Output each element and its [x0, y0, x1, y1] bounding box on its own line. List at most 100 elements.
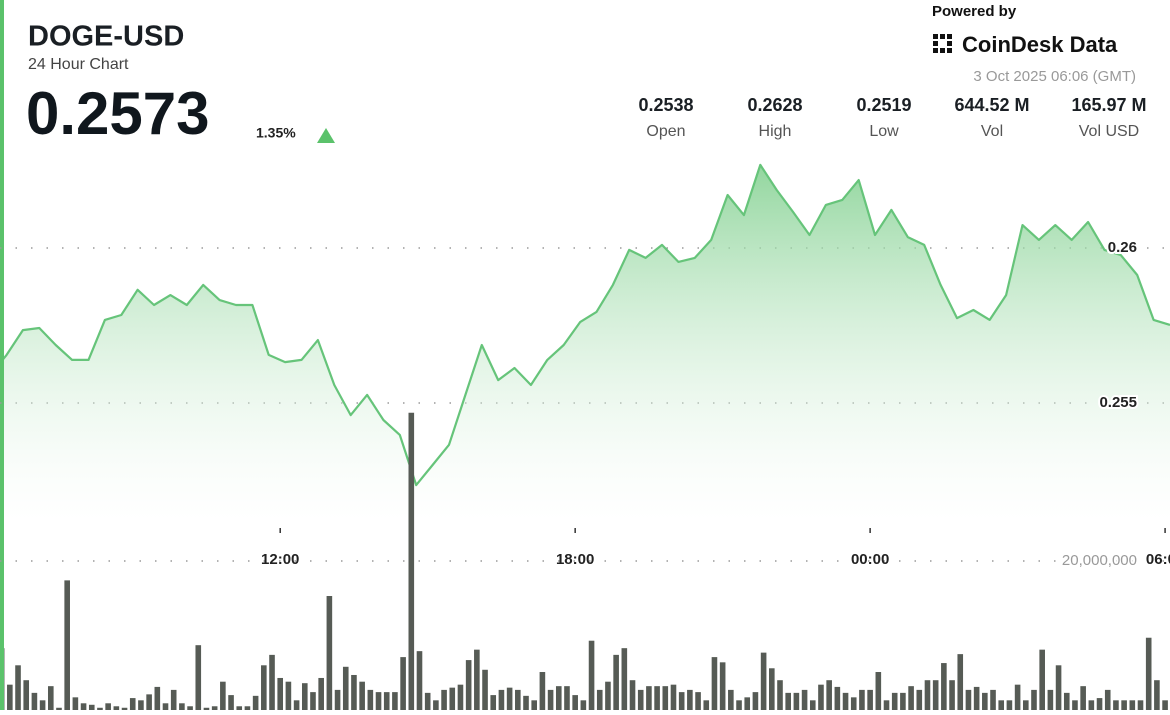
volume-bar: [941, 663, 947, 710]
volume-bar: [506, 687, 513, 710]
volume-bar: [1104, 689, 1111, 710]
change: 1.35%: [256, 125, 296, 141]
volume-bar: [220, 681, 226, 710]
volume-bar: [703, 700, 710, 710]
up-arrow: [317, 128, 335, 143]
logo: [933, 34, 952, 53]
volume-bar: [228, 695, 234, 710]
volume-bar: [47, 686, 54, 710]
volume-bar: [56, 707, 62, 710]
volume-bar: [678, 692, 685, 710]
volume-bar: [72, 697, 79, 710]
volume-bar: [334, 689, 341, 710]
volume-bar: [1014, 684, 1021, 710]
volume-bar: [695, 692, 701, 710]
edge-bar: [0, 0, 4, 710]
volume-bar: [408, 412, 415, 710]
volume-bar: [769, 668, 775, 710]
volume-bar: [457, 684, 464, 710]
volume-bar: [539, 672, 546, 710]
volume-bar: [719, 662, 726, 710]
volume-bar: [818, 684, 824, 710]
volume-bar: [850, 697, 857, 710]
volume-bar: [1088, 700, 1095, 710]
volume-bar: [613, 654, 619, 710]
volume-bar: [105, 703, 111, 710]
stat-value: 0.2519: [856, 95, 911, 115]
volume-bar: [1137, 700, 1144, 710]
volume-bar: [1121, 700, 1127, 710]
volume-bar: [973, 686, 980, 710]
volume-bar: [875, 672, 882, 710]
powered-by: Powered by: [932, 3, 1017, 20]
volume-bar: [236, 706, 243, 710]
x-tick-label: 18:00: [556, 551, 594, 568]
y-tick-label: 20,000,000: [1062, 552, 1137, 569]
volume-bar: [809, 700, 816, 710]
stat-label: Vol: [981, 123, 1003, 140]
volume-bar: [162, 703, 169, 710]
volume-bar: [1080, 686, 1086, 710]
volume-bar: [367, 689, 374, 710]
volume-bar: [4, 648, 5, 710]
volume-bar: [392, 692, 398, 710]
volume-bar: [531, 700, 538, 710]
volume-bar: [670, 684, 677, 710]
volume-bar: [359, 681, 365, 710]
volume-bar: [957, 654, 964, 710]
volume-bar: [23, 680, 30, 710]
stat-label: Open: [646, 123, 685, 140]
volume-bar: [252, 695, 259, 710]
volume-bar: [342, 666, 349, 710]
volume-bar: [97, 707, 103, 710]
volume-bar: [31, 692, 38, 710]
volume-bar: [1063, 692, 1070, 710]
volume-bar: [375, 692, 382, 710]
volume-bar: [1072, 700, 1078, 710]
volume-bar: [785, 692, 791, 710]
x-tick-label: 00:00: [851, 551, 889, 568]
symbol: DOGE-USD: [28, 21, 184, 53]
volume-bar: [1096, 698, 1103, 710]
volume-bar: [88, 704, 95, 710]
stat-value: 0.2628: [747, 95, 802, 115]
volume-bar: [752, 692, 759, 710]
volume-bar: [1031, 689, 1037, 710]
volume-bar: [580, 700, 587, 710]
volume-bar: [949, 680, 955, 710]
volume-bar: [383, 692, 390, 710]
subtitle: 24 Hour Chart: [28, 56, 129, 73]
stat-label: Low: [869, 123, 899, 140]
volume-bar: [433, 700, 439, 710]
volume-bar: [39, 700, 46, 710]
stat-value: 0.2538: [638, 95, 693, 115]
volume-bar: [523, 695, 529, 710]
volume-bar: [203, 707, 210, 710]
volume-bar: [637, 689, 644, 710]
volume-bar: [301, 683, 308, 710]
volume-bar: [588, 640, 595, 710]
volume-bar: [1162, 700, 1168, 710]
volume-bar: [621, 648, 628, 710]
volume-bar: [474, 649, 480, 710]
volume-bar: [441, 689, 447, 710]
volume-bar: [932, 680, 939, 710]
volume-bar: [129, 698, 136, 710]
stat-label: High: [759, 123, 792, 140]
volume-bar: [138, 700, 144, 710]
volume-bar: [154, 686, 161, 710]
volume-bar: [867, 689, 873, 710]
volume-bar: [1039, 649, 1045, 710]
volume-bar: [490, 695, 497, 710]
volume-bar: [760, 652, 767, 710]
volume-bar: [285, 681, 292, 710]
volume-bar: [195, 645, 202, 710]
volume-bar: [924, 680, 931, 710]
volume-bar: [498, 689, 505, 710]
x-tick-label: 12:00: [261, 551, 299, 568]
volume-bar: [654, 686, 660, 710]
volume-bar: [711, 657, 718, 710]
volume-bar: [187, 706, 193, 710]
